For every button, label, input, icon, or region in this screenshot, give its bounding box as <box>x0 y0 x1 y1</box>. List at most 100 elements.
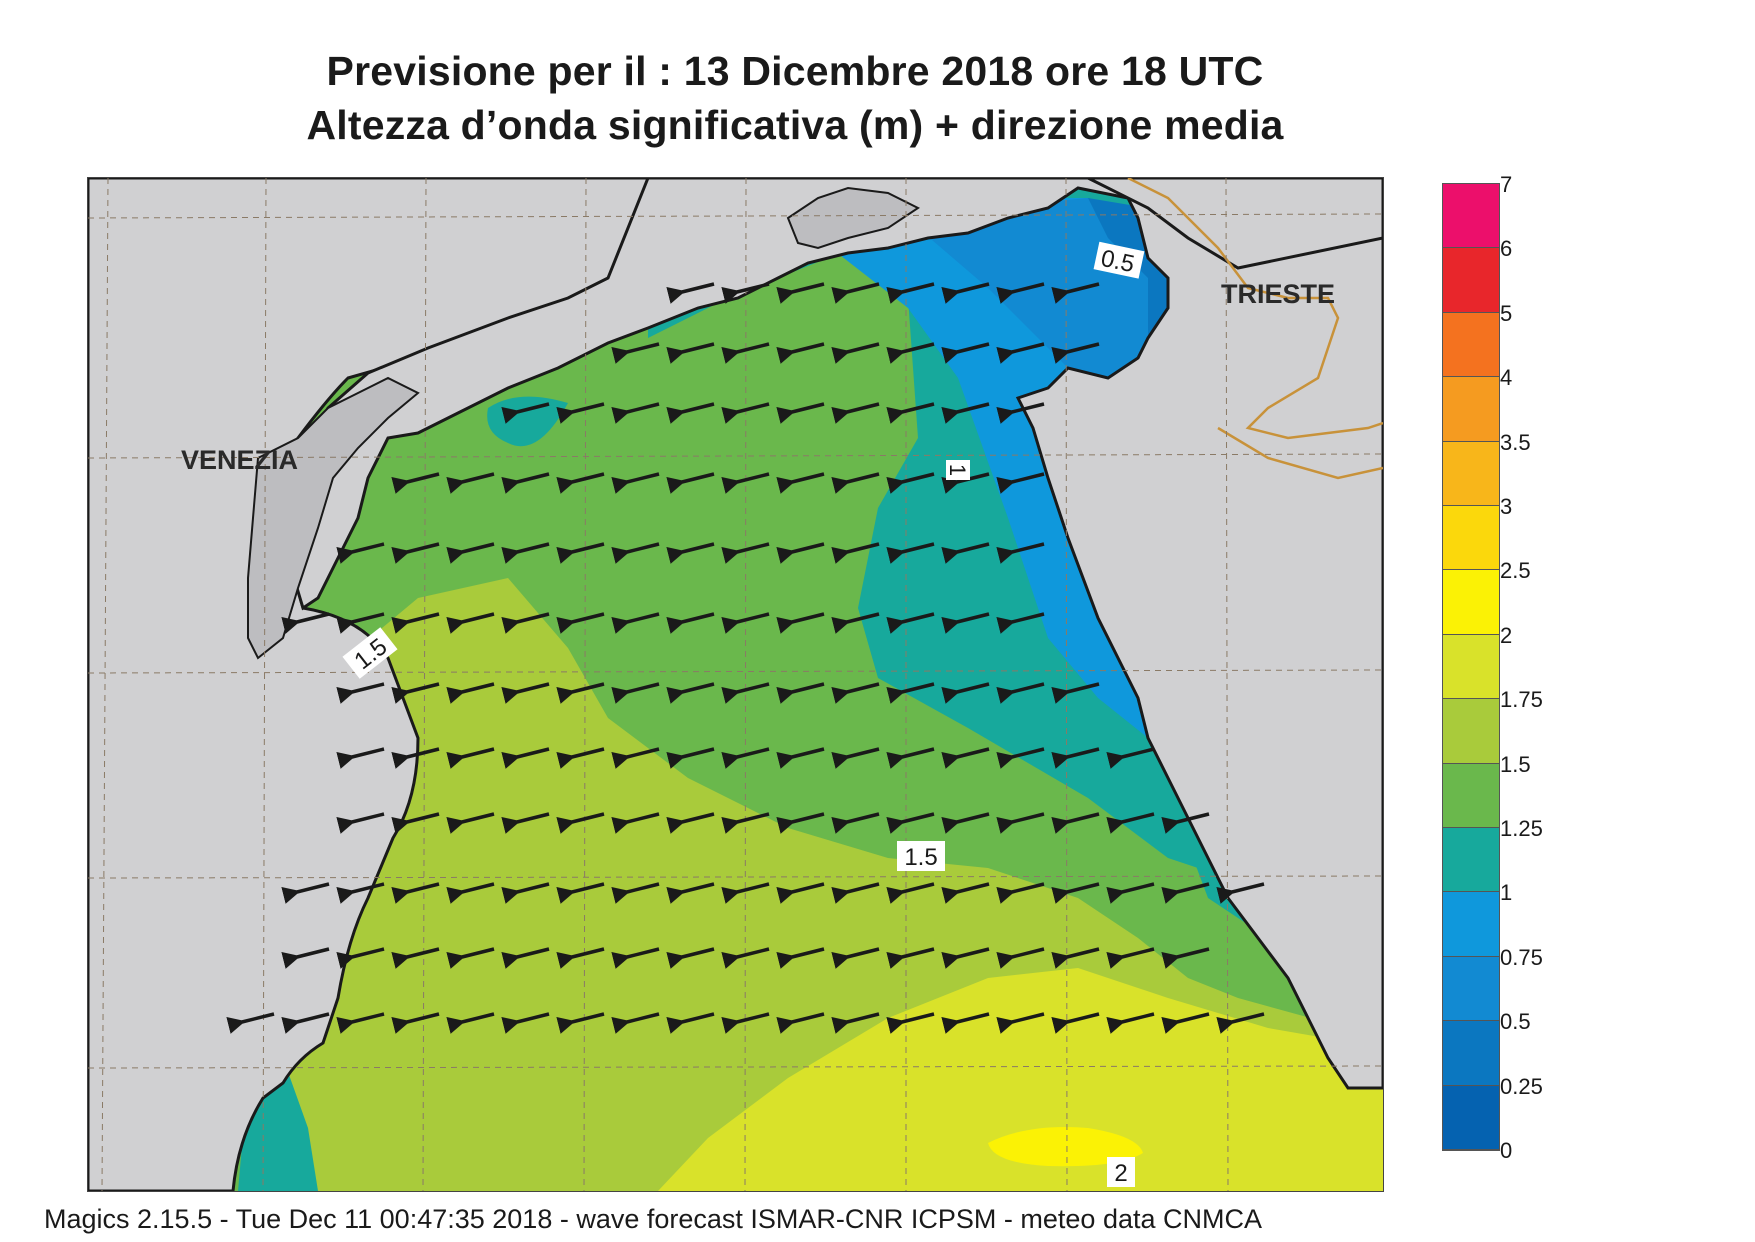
wave-arrow <box>501 812 550 834</box>
legend-color-box <box>1443 763 1499 828</box>
legend-color-box <box>1443 1021 1499 1086</box>
legend-label: 2.5 <box>1500 558 1531 584</box>
wave-arrow <box>556 812 605 834</box>
wave-arrow <box>556 542 605 564</box>
wave-arrow <box>1051 282 1100 304</box>
wave-arrow <box>721 402 770 424</box>
wave-arrow <box>941 472 990 494</box>
wave-arrow <box>831 542 880 564</box>
wave-arrow <box>281 1012 330 1034</box>
wave-arrow <box>831 402 880 424</box>
city-label-venezia: VENEZIA <box>181 445 298 475</box>
wave-arrow <box>611 947 660 969</box>
wave-arrow <box>391 812 440 834</box>
wave-arrow <box>721 542 770 564</box>
wave-arrow <box>721 812 770 834</box>
wave-arrow <box>1051 1012 1100 1034</box>
wave-arrow <box>996 342 1045 364</box>
wave-arrow <box>776 542 825 564</box>
wave-arrow <box>611 882 660 904</box>
wave-arrow <box>446 472 495 494</box>
wave-arrow <box>391 747 440 769</box>
wave-arrow <box>941 947 990 969</box>
wave-arrow <box>666 282 715 304</box>
legend-color-box <box>1443 828 1499 893</box>
wave-arrow <box>886 402 935 424</box>
wave-arrow <box>336 612 385 634</box>
wave-arrow <box>886 882 935 904</box>
land-trieste-peninsula <box>1087 178 1383 270</box>
wave-arrow <box>1106 812 1155 834</box>
wave-arrow <box>886 947 935 969</box>
wave-arrow <box>391 882 440 904</box>
wave-arrow <box>1051 947 1100 969</box>
legend-color-box <box>1443 377 1499 442</box>
legend-label: 1.25 <box>1500 816 1543 841</box>
legend-color-box <box>1443 892 1499 957</box>
wave-arrow <box>666 682 715 704</box>
wave-arrow <box>1106 747 1155 769</box>
wave-arrow <box>556 612 605 634</box>
wave-arrow <box>941 812 990 834</box>
wave-arrow <box>941 682 990 704</box>
legend-label: 1 <box>1500 880 1513 906</box>
wave-arrow <box>721 1012 770 1034</box>
wave-arrow <box>666 1012 715 1034</box>
wave-arrow <box>776 882 825 904</box>
lat-lon-grid <box>88 178 1383 1191</box>
svg-text:2: 2 <box>1114 1160 1127 1187</box>
wave-arrow <box>941 282 990 304</box>
legend-label: 1.5 <box>1500 751 1531 777</box>
legend-label: 4 <box>1500 365 1513 391</box>
wave-arrow <box>556 747 605 769</box>
legend-color-box <box>1443 1085 1499 1150</box>
wave-arrow <box>556 472 605 494</box>
wave-arrow <box>776 402 825 424</box>
wave-arrow <box>886 342 935 364</box>
wave-arrow <box>996 472 1045 494</box>
wave-arrow <box>501 947 550 969</box>
color-scale-legend <box>1442 183 1500 1151</box>
wave-arrow <box>666 882 715 904</box>
wave-arrow <box>1161 947 1210 969</box>
wave-arrow <box>556 402 605 424</box>
wave-arrow <box>1051 882 1100 904</box>
wave-arrow <box>831 282 880 304</box>
wave-arrow <box>996 282 1045 304</box>
wave-arrow <box>446 682 495 704</box>
wave-arrow <box>831 472 880 494</box>
wave-arrow <box>611 812 660 834</box>
wave-arrow <box>501 882 550 904</box>
wave-arrow <box>501 472 550 494</box>
wave-arrow <box>501 612 550 634</box>
wave-arrow <box>1051 747 1100 769</box>
map-title-variable: Altezza d’onda significativa (m) + direz… <box>306 102 1284 148</box>
wave-arrow <box>391 542 440 564</box>
legend-label: 3.5 <box>1500 429 1531 455</box>
wave-arrow <box>996 812 1045 834</box>
wave-arrow <box>336 682 385 704</box>
wave-arrow <box>666 947 715 969</box>
land-east-istria <box>1015 178 1383 1090</box>
sea-band-1.75-2 <box>658 968 1383 1191</box>
wave-arrow <box>281 947 330 969</box>
wave-arrow <box>611 542 660 564</box>
legend-color-box <box>1443 699 1499 764</box>
contour-label-1: 1 <box>945 460 970 480</box>
wave-arrow <box>831 747 880 769</box>
wave-height-map: 0.5 1 1.5 1.5 2 VENEZIA TRIESTE <box>87 177 1384 1192</box>
wave-arrow <box>666 402 715 424</box>
wave-arrow <box>611 682 660 704</box>
wave-arrow <box>721 947 770 969</box>
wave-arrow <box>996 747 1045 769</box>
wave-arrow <box>886 542 935 564</box>
wave-arrow <box>501 542 550 564</box>
wave-direction-arrows <box>226 282 1265 1034</box>
wave-arrow <box>996 612 1045 634</box>
wave-arrow <box>611 612 660 634</box>
wave-arrow <box>996 542 1045 564</box>
wave-arrow <box>941 1012 990 1034</box>
wave-arrow <box>886 612 935 634</box>
wave-arrow <box>831 1012 880 1034</box>
land-grado-lagoon <box>786 186 920 250</box>
